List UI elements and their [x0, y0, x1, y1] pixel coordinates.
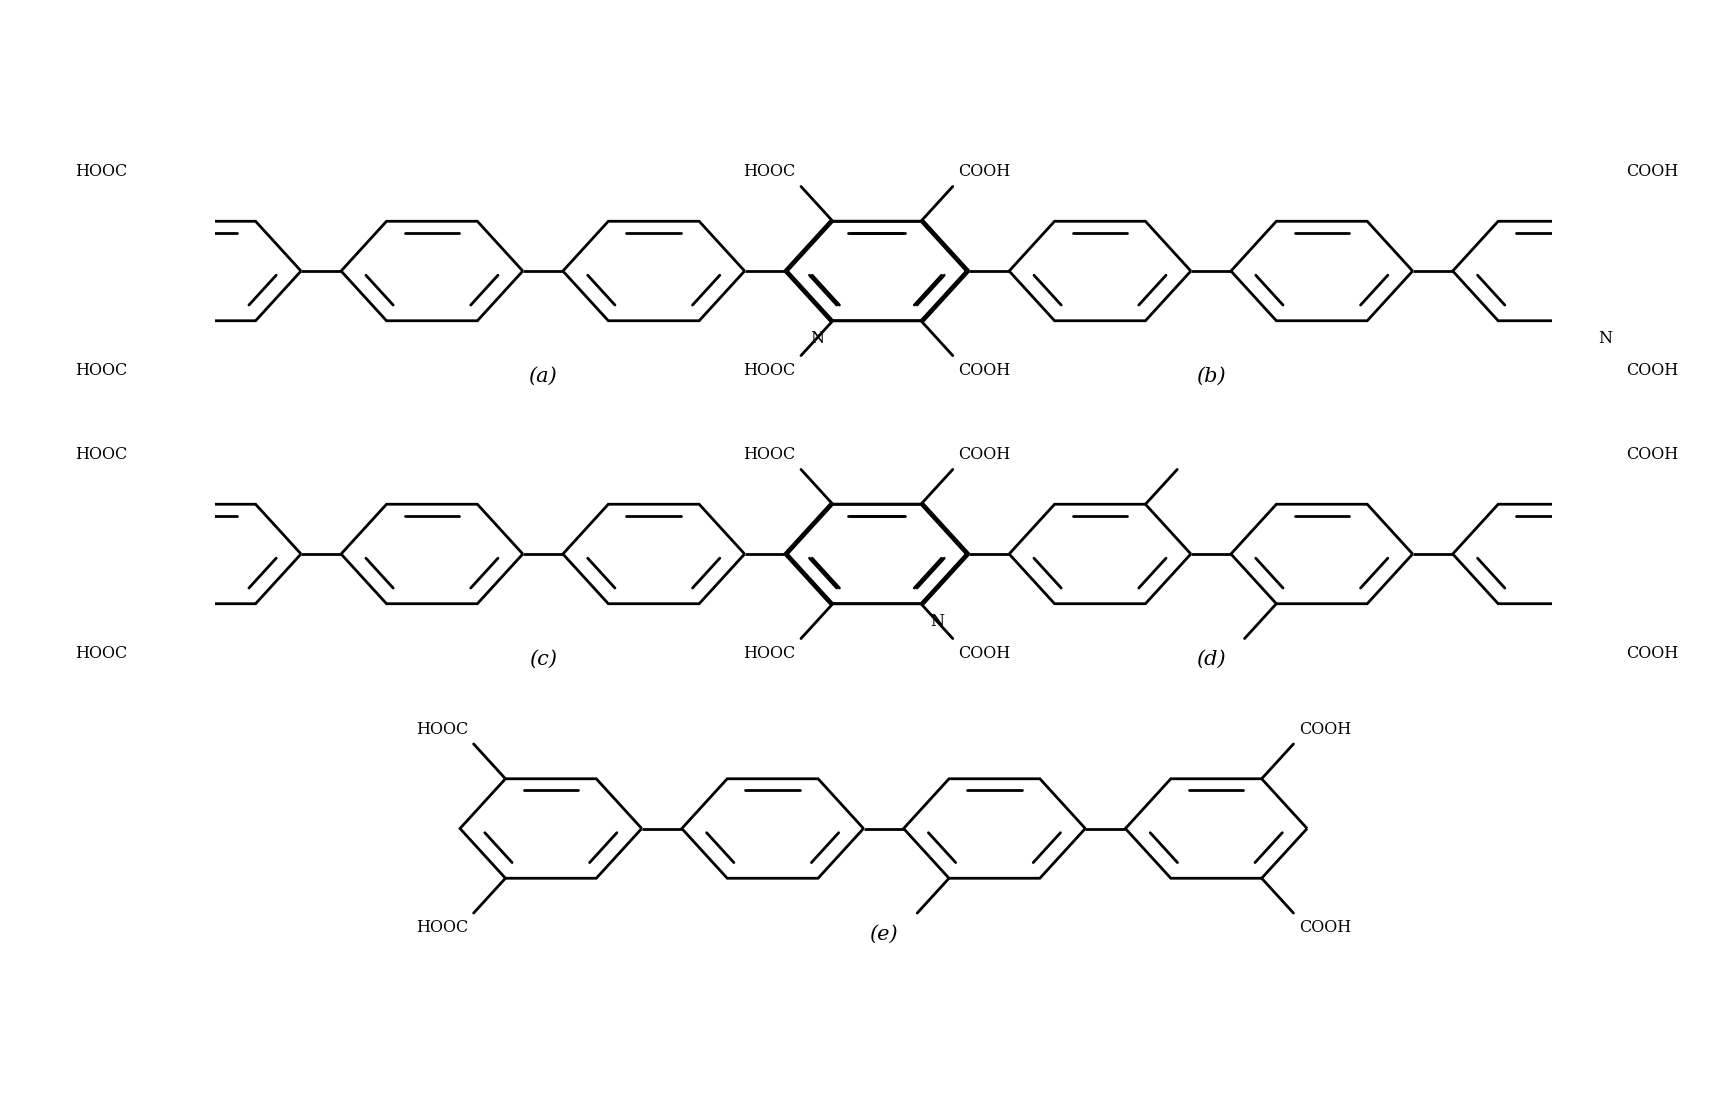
Text: HOOC: HOOC [743, 362, 794, 378]
Text: (e): (e) [868, 925, 898, 943]
Text: N: N [810, 330, 824, 347]
Text: N: N [1597, 330, 1611, 347]
Text: COOH: COOH [1297, 721, 1351, 738]
Text: HOOC: HOOC [76, 163, 128, 181]
Text: COOH: COOH [958, 446, 1010, 463]
Text: HOOC: HOOC [76, 362, 128, 378]
Text: COOH: COOH [958, 362, 1010, 378]
Text: COOH: COOH [1625, 163, 1678, 181]
Text: HOOC: HOOC [76, 645, 128, 661]
Text: HOOC: HOOC [415, 721, 469, 738]
Text: COOH: COOH [1625, 446, 1678, 463]
Text: COOH: COOH [1297, 919, 1351, 936]
Text: N: N [929, 612, 942, 630]
Text: COOH: COOH [1625, 362, 1678, 378]
Text: (d): (d) [1196, 651, 1225, 669]
Text: (a): (a) [529, 367, 557, 386]
Text: (b): (b) [1196, 367, 1225, 386]
Text: HOOC: HOOC [76, 446, 128, 463]
Text: (c): (c) [529, 651, 557, 669]
Text: HOOC: HOOC [743, 163, 794, 181]
Text: HOOC: HOOC [415, 919, 469, 936]
Text: COOH: COOH [958, 163, 1010, 181]
Text: COOH: COOH [1625, 645, 1678, 661]
Text: HOOC: HOOC [743, 645, 794, 661]
Text: COOH: COOH [958, 645, 1010, 661]
Text: HOOC: HOOC [743, 446, 794, 463]
